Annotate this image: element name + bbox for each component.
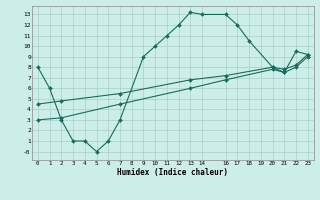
X-axis label: Humidex (Indice chaleur): Humidex (Indice chaleur) <box>117 168 228 177</box>
